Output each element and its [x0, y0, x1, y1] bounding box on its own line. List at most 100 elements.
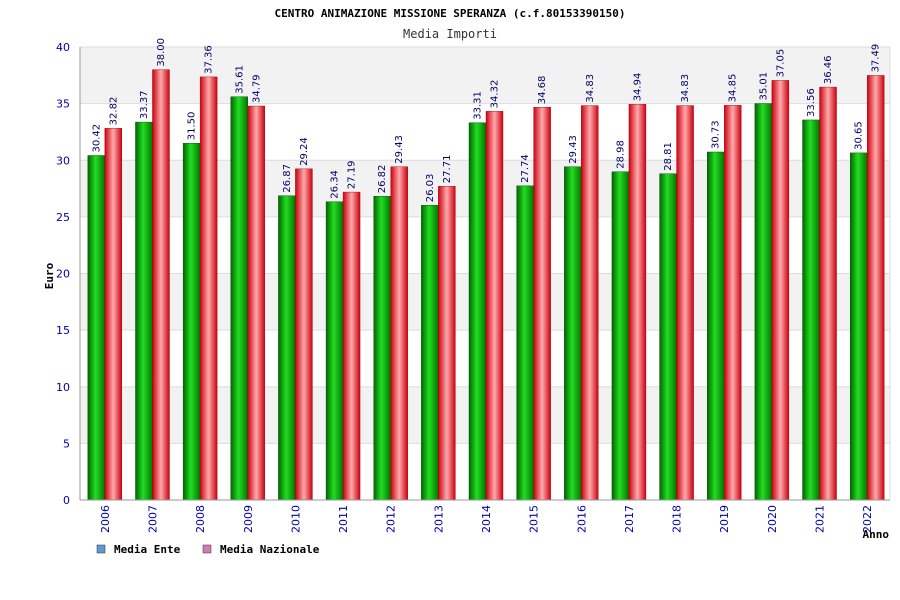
bar-media-nazionale: [295, 168, 313, 501]
bar-media-ente: [373, 196, 391, 501]
legend: Media Ente Media Nazionale: [96, 543, 320, 556]
bar-media-ente: [468, 122, 487, 501]
value-label-media-ente: 33.31: [473, 91, 484, 120]
bar-media-nazionale: [724, 105, 742, 501]
x-tick-label: 2021: [814, 505, 827, 533]
bar-media-ente: [564, 166, 582, 501]
x-tick-label: 2012: [385, 505, 398, 533]
bar-media-nazionale: [581, 105, 599, 501]
x-tick-label: 2009: [242, 505, 255, 533]
x-tick-label: 2006: [99, 505, 112, 533]
value-label-media-nazionale: 34.79: [251, 74, 262, 103]
value-label-media-ente: 30.42: [91, 124, 102, 153]
bar-media-ente: [87, 155, 106, 501]
value-label-media-ente: 31.50: [187, 112, 198, 141]
bar-media-nazionale: [628, 104, 647, 501]
value-label-media-nazionale: 34.32: [490, 80, 501, 109]
bar-media-nazionale: [390, 166, 408, 501]
y-axis-ticks: 0 5 10 15 20 25 30 35 40: [56, 41, 70, 507]
bar-media-ente: [849, 152, 868, 501]
value-label-media-nazionale: 34.83: [585, 74, 596, 103]
x-tick-label: 2013: [432, 505, 445, 533]
bar-media-ente: [230, 96, 248, 501]
value-label-media-ente: 26.82: [377, 165, 388, 194]
value-label-media-ente: 28.98: [615, 140, 626, 169]
x-tick-label: 2011: [337, 505, 350, 533]
value-label-media-nazionale: 37.49: [871, 44, 882, 73]
bar-media-nazionale: [104, 128, 123, 501]
x-tick-label: 2017: [623, 505, 636, 533]
x-tick-label: 2015: [528, 505, 541, 533]
bar-media-nazionale: [152, 69, 170, 501]
value-label-media-nazionale: 27.71: [442, 155, 453, 184]
x-tick-label: 2010: [289, 505, 302, 533]
x-tick-label: 2016: [575, 505, 588, 533]
value-label-media-nazionale: 37.36: [204, 45, 215, 74]
bar-media-ente: [754, 103, 773, 501]
value-label-media-ente: 26.87: [282, 164, 293, 193]
x-tick-label: 2007: [146, 505, 159, 533]
bar-media-nazionale: [819, 86, 837, 501]
value-label-media-nazionale: 34.83: [680, 74, 691, 103]
value-label-media-nazionale: 27.19: [347, 160, 358, 189]
bar-media-nazionale: [485, 111, 504, 501]
value-label-media-ente: 27.74: [520, 154, 531, 183]
value-label-media-nazionale: 32.82: [108, 97, 119, 126]
bar-media-nazionale: [866, 75, 885, 501]
value-label-media-ente: 30.65: [854, 121, 865, 150]
legend-swatch-media-nazionale: [202, 544, 212, 554]
y-tick-label: 25: [56, 211, 70, 224]
value-label-media-ente: 26.03: [425, 174, 436, 203]
y-tick-label: 40: [56, 41, 70, 54]
x-tick-label: 2014: [480, 505, 493, 533]
bar-media-ente: [325, 201, 344, 501]
x-tick-label: 2020: [766, 505, 779, 533]
bars: [87, 69, 885, 501]
bar-media-ente: [278, 195, 296, 501]
bar-media-nazionale: [676, 105, 694, 501]
value-label-media-ente: 28.81: [663, 142, 674, 171]
value-label-media-nazionale: 37.05: [775, 49, 786, 78]
bar-media-nazionale: [533, 107, 551, 501]
bar-media-nazionale: [438, 185, 456, 501]
legend-label-media-nazionale: Media Nazionale: [220, 543, 320, 556]
bar-media-ente: [707, 151, 725, 501]
y-tick-label: 30: [56, 154, 70, 167]
value-label-media-nazionale: 29.24: [299, 137, 310, 166]
value-label-media-nazionale: 36.46: [823, 55, 834, 84]
chart-subtitle: Media Importi: [403, 27, 497, 41]
y-tick-label: 10: [56, 381, 70, 394]
value-label-media-ente: 26.34: [330, 170, 341, 199]
value-label-media-ente: 29.43: [568, 135, 579, 164]
x-tick-label: 2008: [194, 505, 207, 533]
y-tick-label: 35: [56, 98, 70, 111]
y-tick-label: 0: [63, 494, 70, 507]
x-tick-label: 2018: [671, 505, 684, 533]
x-tick-label: 2022: [861, 505, 874, 533]
y-axis-label: Euro: [43, 262, 56, 289]
bar-media-ente: [516, 185, 534, 501]
y-tick-label: 15: [56, 324, 70, 337]
value-label-media-nazionale: 34.85: [728, 74, 739, 103]
chart-title: CENTRO ANIMAZIONE MISSIONE SPERANZA (c.f…: [275, 7, 626, 20]
x-tick-label: 2019: [718, 505, 731, 533]
value-label-media-ente: 33.56: [806, 88, 817, 117]
value-label-media-nazionale: 29.43: [394, 135, 405, 164]
y-tick-label: 20: [56, 268, 70, 281]
bar-media-ente: [802, 119, 820, 501]
value-labels: 30.42 32.82 33.37 38.00 31.50 37.36 35.61 34.79…: [91, 38, 881, 202]
bar-media-ente: [659, 173, 677, 501]
bar-media-ente: [611, 171, 630, 501]
bar-media-nazionale: [771, 80, 790, 501]
bar-media-ente: [421, 205, 439, 501]
bar-media-nazionale: [342, 191, 361, 501]
value-label-media-ente: 35.61: [234, 65, 245, 94]
x-axis-ticks: 2006 2007 2008 2009 2010 2011 2012 2013 2014 2015…: [99, 505, 874, 533]
x-axis-label: Anno: [863, 528, 890, 541]
legend-swatch-media-ente: [96, 544, 106, 554]
bar-media-ente: [135, 121, 153, 501]
value-label-media-nazionale: 34.94: [632, 73, 643, 102]
value-label-media-nazionale: 38.00: [156, 38, 167, 67]
bar-media-ente: [182, 143, 201, 501]
